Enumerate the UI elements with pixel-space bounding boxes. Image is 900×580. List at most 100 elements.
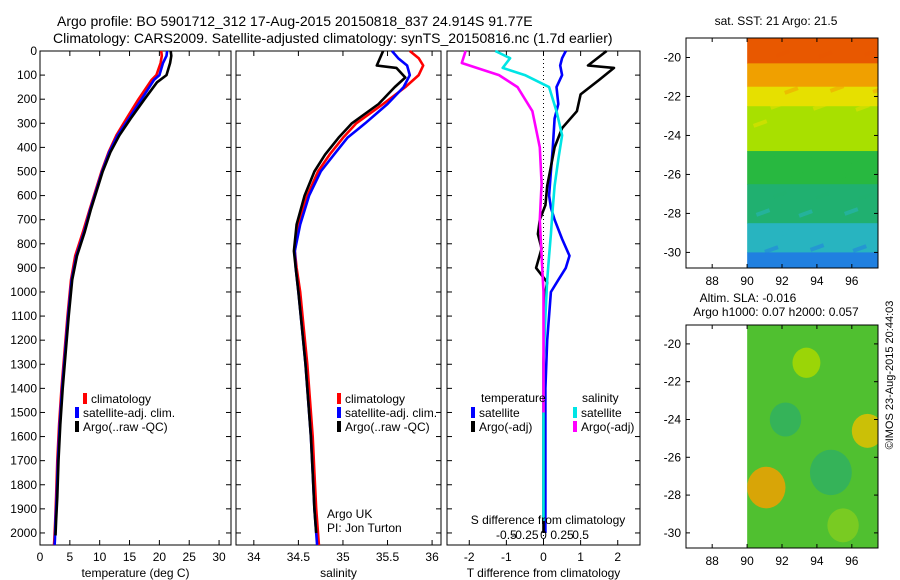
plot-frame (39, 50, 232, 546)
credit-footer: ©IMOS 23-Aug-2015 20:44:03 (884, 301, 896, 450)
salinity-panel: 34 34.5 35 35.5 36 salinity climatologysatelli… (235, 49, 442, 580)
x-tick-label: 5 (67, 550, 74, 564)
sst-texture (775, 49, 791, 58)
y-tick-label: 900 (17, 261, 37, 275)
sst-texture (852, 244, 867, 253)
legend-swatch (471, 407, 475, 418)
legend-swatch (337, 421, 341, 432)
sst-texture (863, 48, 878, 57)
y-tick-label: 0 (30, 44, 37, 58)
y-tick-label: -22 (664, 375, 682, 389)
sla-blob (809, 449, 852, 496)
y-tick-label: 1900 (10, 502, 37, 516)
y-tick-label: 1000 (10, 285, 37, 299)
sst-texture (784, 86, 799, 95)
x-tick-label: 90 (740, 554, 754, 568)
sst-texture (778, 138, 793, 147)
sla-blob (851, 413, 878, 448)
sst-texture (752, 119, 768, 128)
sst-texture (835, 262, 850, 268)
s-tick-label: -0.25 (511, 528, 539, 542)
series-line-argo-raw-qc- (292, 50, 407, 534)
sst-texture (821, 139, 836, 148)
legend-title-salinity: salinity (582, 391, 619, 405)
legend-label: satellite-adj. clim. (345, 406, 437, 420)
legend-swatch (75, 407, 79, 418)
sst-band (747, 184, 878, 224)
difference-panel: -2 -1 0 1 2 T difference from climatology -0.5… (446, 49, 641, 580)
y-tick-label: 500 (17, 164, 37, 178)
x-tick-label: 15 (123, 550, 137, 564)
y-tick-label: -30 (664, 245, 682, 259)
y-tick-label: 1600 (10, 430, 37, 444)
sst-band (747, 63, 878, 88)
x-axis-label: T difference from climatology (467, 566, 621, 580)
x-tick-label: -2 (464, 550, 475, 564)
y-tick-label: -26 (664, 450, 682, 464)
legend-swatch (471, 421, 475, 432)
legend-label: satellite (479, 406, 520, 420)
legend-label: satellite-adj. clim. (83, 406, 175, 420)
map-data (747, 325, 878, 548)
sst-texture (869, 226, 878, 235)
sst-texture (826, 225, 842, 234)
map-data (747, 38, 878, 268)
sst-texture (755, 208, 771, 217)
y-tick-label: 1800 (10, 478, 37, 492)
y-tick-label: 700 (17, 213, 37, 227)
sst-texture (829, 84, 845, 93)
y-tick-label: 1100 (11, 309, 37, 323)
x-tick-label: 10 (93, 550, 107, 564)
sst-texture (758, 67, 774, 76)
x-tick-label: 35.5 (376, 550, 400, 564)
sst-texture (798, 209, 813, 218)
legend-swatch (337, 393, 341, 404)
legend-swatch (573, 421, 577, 432)
series-line-s-satellite (494, 49, 564, 521)
x-tick-label: 94 (810, 554, 824, 568)
s-axis-label: S difference from climatology (471, 513, 626, 527)
sst-band (747, 106, 878, 152)
x-tick-label: 35 (336, 550, 350, 564)
y-tick-label: -28 (664, 488, 682, 502)
x-tick-label: 88 (706, 274, 720, 288)
x-axis-label: salinity (320, 566, 357, 580)
x-axis-label: temperature (deg C) (81, 566, 189, 580)
y-tick-label: 1700 (10, 454, 37, 468)
sst-texture (801, 68, 816, 77)
header-line-1: Argo profile: BO 5901712_312 17-Aug-2015… (57, 13, 533, 29)
y-tick-label: -20 (664, 50, 682, 64)
x-tick-label: 20 (153, 550, 167, 564)
series-line-climatology (293, 49, 425, 546)
x-tick-label: 34 (247, 550, 261, 564)
x-tick-label: 25 (183, 550, 197, 564)
x-tick-label: 0 (540, 550, 547, 564)
legend-label: Argo(-adj) (581, 420, 634, 434)
legend-label: climatology (91, 392, 151, 406)
x-tick-label: 90 (740, 274, 754, 288)
x-tick-label: 92 (775, 274, 789, 288)
sst-texture (872, 85, 878, 94)
y-tick-label: -26 (664, 167, 682, 181)
y-tick-label: 1200 (10, 333, 37, 347)
sst-texture (855, 103, 870, 112)
y-tick-label: -24 (664, 128, 682, 142)
x-tick-label: 34.5 (287, 550, 311, 564)
sst-title: sat. SST: 21 Argo: 21.5 (715, 14, 838, 28)
x-tick-label: 94 (810, 274, 824, 288)
sst-texture (815, 191, 830, 200)
sst-map-panel: sat. SST: 21 Argo: 21.5 88 90 92 94 96 -20 -22 -… (664, 14, 879, 288)
x-tick-label: 92 (775, 554, 789, 568)
sst-band (747, 86, 878, 107)
y-tick-label: 800 (17, 237, 37, 251)
y-tick-label: 200 (17, 92, 37, 106)
header-line-2: Climatology: CARS2009. Satellite-adjuste… (53, 30, 613, 46)
sst-band (747, 151, 878, 185)
sla-blob (769, 402, 802, 437)
y-tick-label: -22 (664, 89, 682, 103)
sst-texture (769, 101, 785, 110)
sst-texture (809, 243, 825, 252)
legend-title-temperature: temperature (481, 391, 546, 405)
